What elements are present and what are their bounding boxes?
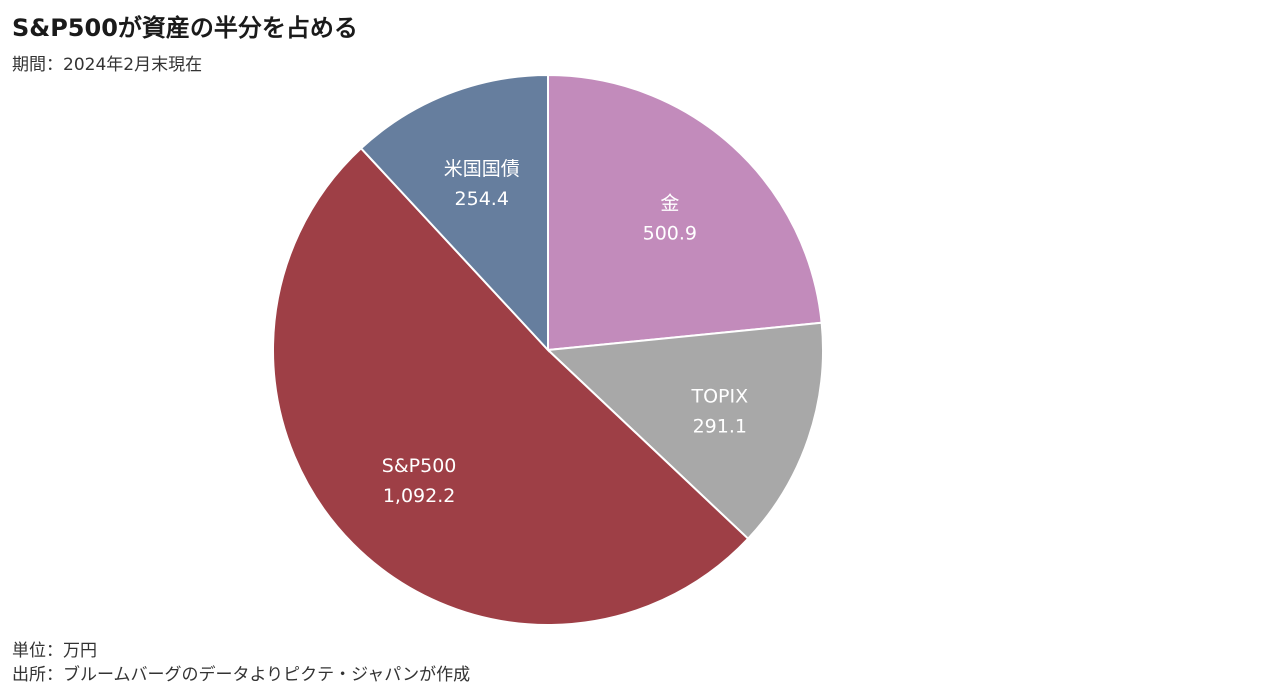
pie-slices xyxy=(272,73,824,626)
slice-name-label: 米国国債 xyxy=(444,158,520,180)
pie-slice-slice-3 xyxy=(359,73,549,353)
slice-name-label: S&P500 xyxy=(382,455,457,477)
chart-subtitle: 期間：2024年2月末現在 xyxy=(12,55,203,75)
slice-value-label: 1,092.2 xyxy=(383,485,456,507)
slice-name-label: 金 xyxy=(660,192,679,214)
slice-value-label: 291.1 xyxy=(693,416,747,438)
pie-slice-s-p500 xyxy=(272,146,750,626)
source-note: 出所：ブルームバーグのデータよりピクテ・ジャパンが作成 xyxy=(12,665,471,685)
slice-value-label: 500.9 xyxy=(643,222,697,244)
pie-slice-slice-0 xyxy=(547,73,823,352)
slice-value-label: 254.4 xyxy=(455,188,509,210)
slice-labels: 金 500.9 TOPIX 291.1 S&P500 1,092.2 米国国債 254.4 xyxy=(382,158,748,507)
pie-slice-topix xyxy=(545,321,824,541)
unit-note: 単位：万円 xyxy=(12,641,97,661)
slice-name-label: TOPIX xyxy=(690,386,748,408)
chart-title: S&P500が資産の半分を占める xyxy=(12,14,358,42)
